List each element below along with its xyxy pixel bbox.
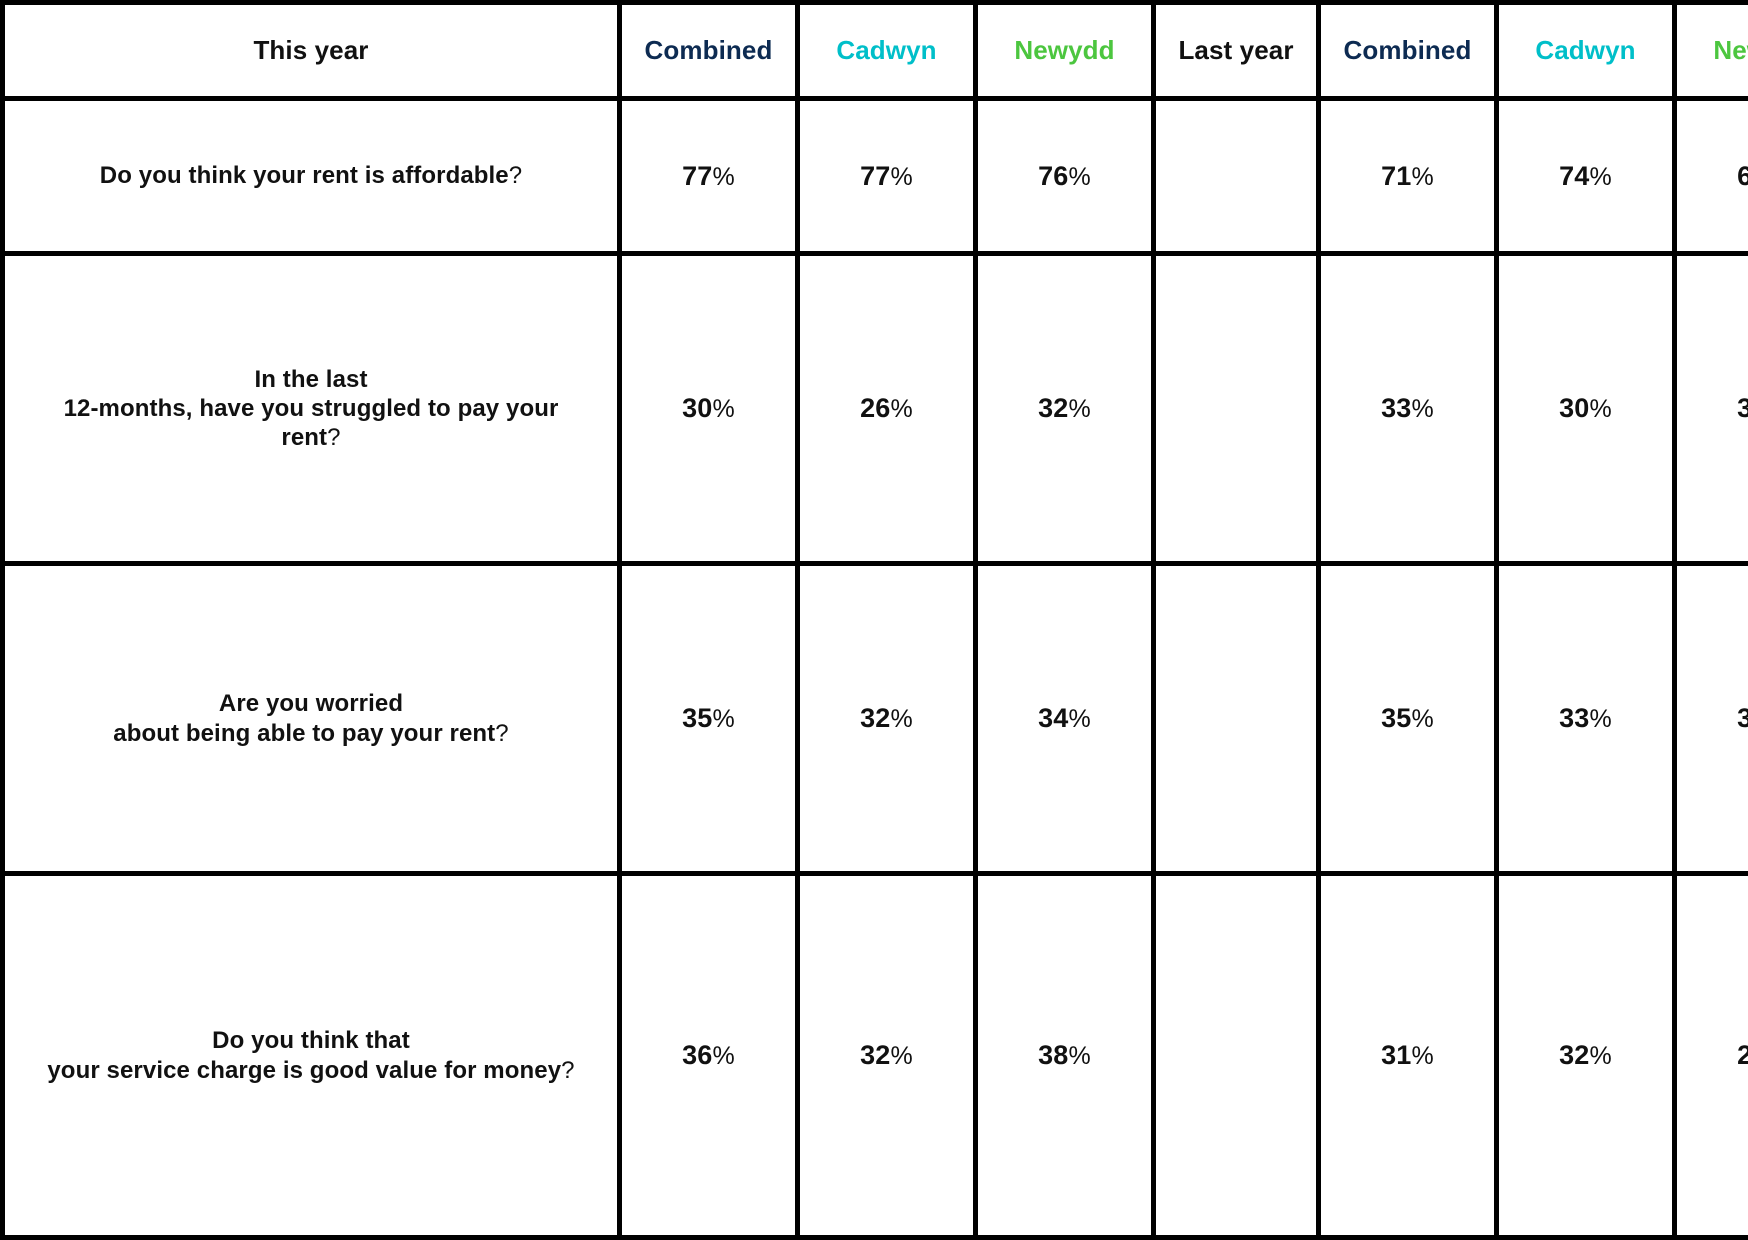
question-text: Do you think your rent is affordable? bbox=[99, 162, 523, 190]
value-this-year-combined: 36% bbox=[617, 871, 800, 1240]
value-number: 35 bbox=[1381, 703, 1412, 733]
value-number: 36 bbox=[1737, 393, 1748, 423]
question-cell: Do you think that your service charge is … bbox=[0, 871, 622, 1240]
value-last-year-newydd: 68% bbox=[1672, 96, 1748, 256]
percent-symbol: % bbox=[1411, 162, 1434, 191]
value-number: 32 bbox=[1038, 393, 1069, 423]
divider-cell bbox=[1151, 251, 1321, 566]
value-number: 71 bbox=[1381, 160, 1412, 191]
table-row: Do you think your rent is affordable? 77… bbox=[0, 96, 1748, 256]
header-row: This year Combined Cadwyn Newydd Last ye… bbox=[0, 0, 1748, 101]
value-number: 35 bbox=[682, 703, 713, 733]
percent-symbol: % bbox=[1589, 705, 1612, 733]
value-this-year-newydd: 34% bbox=[973, 561, 1156, 876]
divider-cell bbox=[1151, 561, 1321, 876]
value-number: 32 bbox=[1559, 1040, 1590, 1070]
value-number: 30 bbox=[1559, 393, 1590, 423]
value-this-year-cadwyn: 32% bbox=[795, 871, 978, 1240]
value-number: 74 bbox=[1559, 160, 1590, 191]
value-number: 38 bbox=[1038, 1040, 1069, 1070]
question-cell: Do you think your rent is affordable? bbox=[0, 96, 622, 256]
percent-symbol: % bbox=[1411, 395, 1434, 423]
percent-symbol: % bbox=[712, 1042, 735, 1070]
value-number: 26 bbox=[860, 393, 891, 423]
header-last-year-combined: Combined bbox=[1316, 0, 1499, 101]
percent-symbol: % bbox=[1068, 162, 1091, 191]
question-cell: Are you worried about being able to pay y… bbox=[0, 561, 622, 876]
value-this-year-newydd: 32% bbox=[973, 251, 1156, 566]
value-number: 33 bbox=[1559, 703, 1590, 733]
value-last-year-newydd: 29% bbox=[1672, 871, 1748, 1240]
percent-symbol: % bbox=[890, 395, 913, 423]
header-this-year-combined: Combined bbox=[617, 0, 800, 101]
percent-symbol: % bbox=[1589, 395, 1612, 423]
percent-symbol: % bbox=[890, 1042, 913, 1070]
question-cell: In the last 12-months, have you struggled… bbox=[0, 251, 622, 566]
value-number: 34 bbox=[1038, 703, 1069, 733]
value-number: 77 bbox=[860, 160, 891, 191]
value-number: 30 bbox=[682, 393, 713, 423]
value-last-year-cadwyn: 33% bbox=[1494, 561, 1677, 876]
table-row: Are you worried about being able to pay y… bbox=[0, 561, 1748, 876]
percent-symbol: % bbox=[712, 162, 735, 191]
value-last-year-combined: 31% bbox=[1316, 871, 1499, 1240]
value-this-year-combined: 30% bbox=[617, 251, 800, 566]
value-number: 68 bbox=[1737, 160, 1748, 191]
value-number: 33 bbox=[1381, 393, 1412, 423]
value-last-year-newydd: 38% bbox=[1672, 561, 1748, 876]
percent-symbol: % bbox=[1068, 395, 1091, 423]
value-this-year-combined: 77% bbox=[617, 96, 800, 256]
table-row: In the last 12-months, have you struggled… bbox=[0, 251, 1748, 566]
value-number: 77 bbox=[682, 160, 713, 191]
percent-symbol: % bbox=[1411, 1042, 1434, 1070]
value-number: 32 bbox=[860, 703, 891, 733]
value-this-year-newydd: 38% bbox=[973, 871, 1156, 1240]
percent-symbol: % bbox=[1589, 162, 1612, 191]
percent-symbol: % bbox=[890, 162, 913, 191]
header-this-year: This year bbox=[0, 0, 622, 101]
value-this-year-cadwyn: 26% bbox=[795, 251, 978, 566]
percent-symbol: % bbox=[712, 705, 735, 733]
percent-symbol: % bbox=[1589, 1042, 1612, 1070]
divider-cell bbox=[1151, 871, 1321, 1240]
value-last-year-combined: 33% bbox=[1316, 251, 1499, 566]
table-body: Do you think your rent is affordable? 77… bbox=[0, 96, 1748, 1240]
header-this-year-newydd: Newydd bbox=[973, 0, 1156, 101]
percent-symbol: % bbox=[1068, 705, 1091, 733]
question-text: Do you think that your service charge is … bbox=[47, 1027, 575, 1084]
table-row: Do you think that your service charge is … bbox=[0, 871, 1748, 1240]
percent-symbol: % bbox=[890, 705, 913, 733]
value-last-year-newydd: 36% bbox=[1672, 251, 1748, 566]
value-last-year-combined: 71% bbox=[1316, 96, 1499, 256]
value-last-year-cadwyn: 74% bbox=[1494, 96, 1677, 256]
value-last-year-combined: 35% bbox=[1316, 561, 1499, 876]
value-number: 31 bbox=[1381, 1040, 1412, 1070]
header-last-year-cadwyn: Cadwyn bbox=[1494, 0, 1677, 101]
question-text: In the last 12-months, have you struggled… bbox=[63, 365, 559, 452]
value-this-year-newydd: 76% bbox=[973, 96, 1156, 256]
value-this-year-cadwyn: 77% bbox=[795, 96, 978, 256]
value-this-year-combined: 35% bbox=[617, 561, 800, 876]
percent-symbol: % bbox=[1068, 1042, 1091, 1070]
value-last-year-cadwyn: 30% bbox=[1494, 251, 1677, 566]
percent-symbol: % bbox=[1411, 705, 1434, 733]
header-last-year-newydd: Newydd bbox=[1672, 0, 1748, 101]
value-this-year-cadwyn: 32% bbox=[795, 561, 978, 876]
value-number: 38 bbox=[1737, 703, 1748, 733]
value-last-year-cadwyn: 32% bbox=[1494, 871, 1677, 1240]
header-last-year: Last year bbox=[1151, 0, 1321, 101]
percent-symbol: % bbox=[712, 395, 735, 423]
value-number: 29 bbox=[1737, 1040, 1748, 1070]
value-number: 32 bbox=[860, 1040, 891, 1070]
divider-cell bbox=[1151, 96, 1321, 256]
question-text: Are you worried about being able to pay y… bbox=[113, 690, 509, 747]
value-number: 36 bbox=[682, 1040, 713, 1070]
header-this-year-cadwyn: Cadwyn bbox=[795, 0, 978, 101]
value-number: 76 bbox=[1038, 160, 1069, 191]
table-header: This year Combined Cadwyn Newydd Last ye… bbox=[0, 0, 1748, 101]
